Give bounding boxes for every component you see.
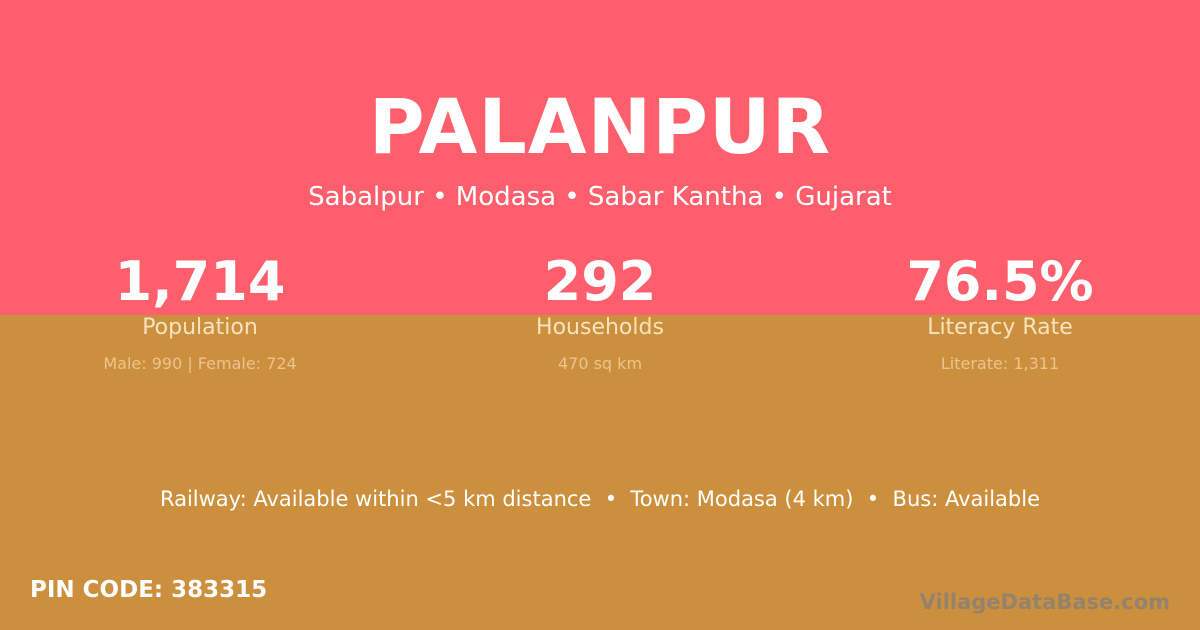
- stat-value: 292: [543, 250, 657, 313]
- village-title: PALANPUR: [368, 82, 832, 171]
- stat-sub: Literate: 1,311: [940, 354, 1060, 373]
- facilities-line: Railway: Available within <5 km distance…: [159, 487, 1041, 511]
- pin-code: PIN CODE: 383315: [30, 577, 268, 603]
- stat-label: Population: [142, 315, 258, 340]
- stat-label: Literacy Rate: [927, 315, 1073, 340]
- stat-sub: Male: 990 | Female: 724: [103, 354, 297, 373]
- location-breadcrumb: Sabalpur • Modasa • Sabar Kantha • Gujar…: [308, 182, 892, 212]
- stat-value: 1,714: [114, 250, 286, 313]
- header-band: [0, 0, 1200, 315]
- stat-label: Households: [536, 315, 664, 340]
- brand-logo: VillageDataBase.com: [919, 590, 1170, 614]
- stat-value: 76.5%: [906, 250, 1094, 313]
- footer-band: [0, 315, 1200, 630]
- stat-sub: 470 sq km: [557, 354, 643, 373]
